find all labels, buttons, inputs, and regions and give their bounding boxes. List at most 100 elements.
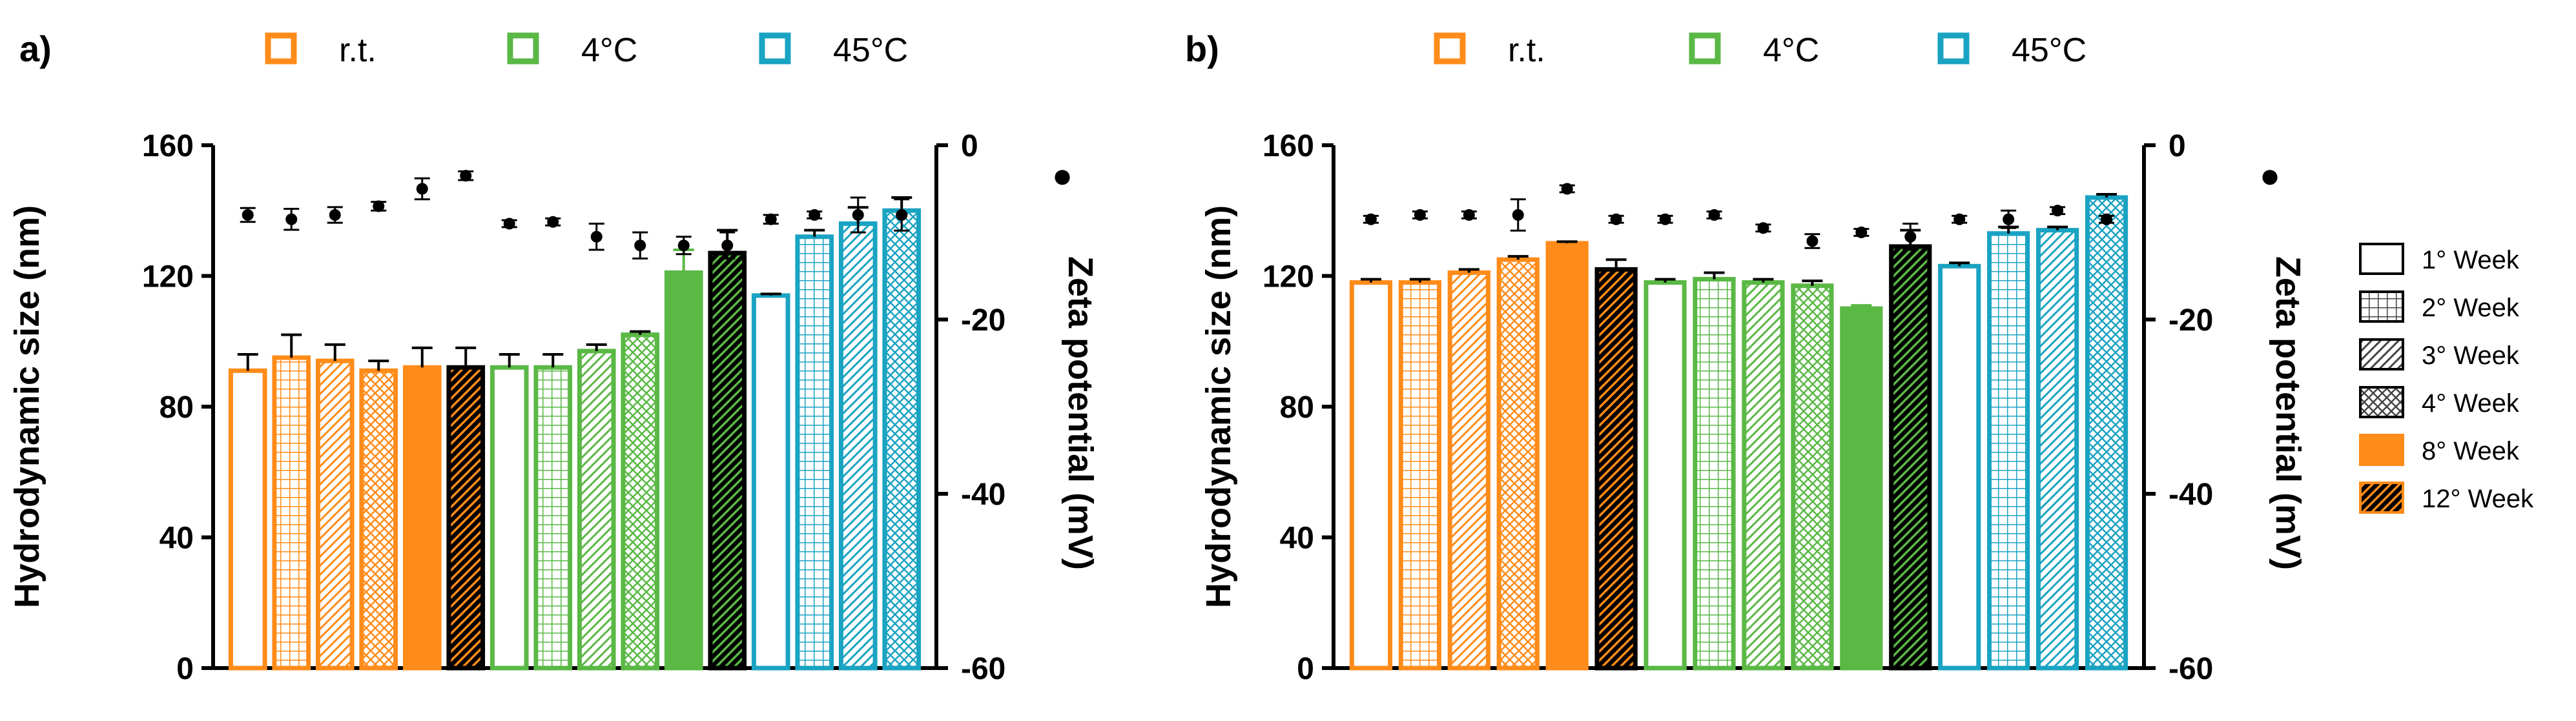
- bar: [1693, 277, 1736, 671]
- zeta-point: [2101, 213, 2113, 225]
- bar-error: [760, 292, 781, 296]
- y-tick-label: 160: [1262, 129, 1314, 163]
- y-tick-label: 0: [1297, 652, 1314, 686]
- zeta-point: [242, 209, 254, 221]
- y2-tick-label: -20: [961, 303, 1005, 338]
- legend-swatch: [1689, 32, 1721, 65]
- bar-error: [1556, 240, 1578, 243]
- bar-error: [499, 353, 520, 368]
- bar-error: [542, 353, 564, 368]
- panel-b: b) r.t. 4°C 45°C 0 40 80 120 160 0 -20 -40 -60 Hydrod…: [1185, 28, 2307, 686]
- pattern-legend: 1° Week 2° Week 3° Week 4° Week 8° Week 12° W…: [2359, 243, 2534, 514]
- bar: [664, 270, 703, 671]
- pattern-legend-label: 1° Week: [2422, 246, 2520, 274]
- bar: [1594, 267, 1638, 671]
- bar: [402, 365, 442, 671]
- pattern-legend-label: 12° Week: [2422, 485, 2534, 513]
- zeta-point: [1708, 209, 1720, 221]
- legend-label: r.t.: [1508, 32, 1545, 69]
- bar: [446, 365, 486, 671]
- bar: [795, 234, 834, 671]
- zeta-point: [373, 200, 385, 212]
- legend-label: 4°C: [1763, 32, 1819, 69]
- y2-tick-label: -40: [961, 478, 1005, 512]
- legend-swatch: [265, 32, 297, 65]
- pattern-swatch: [2359, 482, 2404, 514]
- zeta-point: [1953, 213, 1966, 225]
- bar: [2085, 195, 2128, 671]
- bar: [315, 358, 355, 671]
- zeta-point: [809, 209, 821, 221]
- zeta-point: [2003, 213, 2015, 225]
- zeta-point: [503, 218, 515, 230]
- bar-error: [1851, 304, 1872, 309]
- bar: [1496, 257, 1540, 671]
- bar: [882, 208, 922, 671]
- zeta-point: [852, 209, 864, 221]
- bar: [1889, 244, 1932, 671]
- bar-error: [455, 346, 477, 368]
- zeta-point: [1757, 222, 1769, 234]
- bar-error: [1507, 255, 1529, 260]
- bar: [1987, 231, 2030, 671]
- y2-tick-label: 0: [2169, 129, 2186, 163]
- zeta-point: [721, 239, 734, 252]
- legend-label: 4°C: [581, 32, 637, 69]
- bar-error: [1949, 261, 1970, 267]
- pattern-legend-label: 4° Week: [2422, 389, 2520, 418]
- bar-error: [411, 346, 433, 368]
- bar-error: [1360, 278, 1381, 283]
- zeta-marker-legend: ●: [2260, 156, 2281, 195]
- bar-error: [804, 228, 825, 237]
- zeta-point: [2052, 205, 2064, 217]
- zeta-point: [1561, 183, 1573, 195]
- zeta-point: [460, 170, 472, 182]
- legend-label: 45°C: [833, 32, 908, 69]
- bar-error: [1704, 271, 1725, 279]
- bar-error: [586, 343, 607, 351]
- y-tick-label: 160: [142, 129, 194, 163]
- y2-tick-label: -60: [961, 652, 1005, 686]
- zeta-point: [329, 209, 341, 221]
- bar: [708, 250, 747, 671]
- y-tick-label: 40: [1280, 522, 1314, 556]
- bar-error: [1409, 278, 1430, 283]
- y-tick-label: 120: [142, 260, 194, 294]
- bar: [577, 349, 616, 671]
- panel-label: b): [1185, 28, 1219, 69]
- y-tick-label: 120: [1262, 260, 1314, 294]
- bar: [1545, 241, 1589, 671]
- y2-tick-label: 0: [961, 129, 978, 163]
- bar: [2035, 228, 2079, 671]
- y2-axis-title: Zeta potential (mV): [2269, 256, 2307, 570]
- y-tick-label: 80: [1280, 391, 1314, 425]
- zeta-point: [547, 216, 559, 228]
- zeta-point: [765, 213, 777, 225]
- bar: [1840, 306, 1883, 671]
- bar: [359, 368, 398, 671]
- bar: [1742, 280, 1785, 671]
- bar: [1398, 280, 1442, 671]
- zeta-point: [590, 230, 603, 243]
- bar-error: [630, 330, 651, 335]
- pattern-legend-label: 3° Week: [2422, 341, 2520, 370]
- zeta-point: [634, 239, 646, 252]
- legend-swatch: [1434, 32, 1466, 65]
- zeta-point: [1512, 209, 1524, 221]
- legend-swatch: [1937, 32, 1970, 65]
- y2-tick-label: -20: [2169, 303, 2213, 338]
- zeta-point: [1855, 227, 1868, 238]
- legend-swatch: [759, 32, 791, 65]
- panel-label: a): [19, 28, 52, 69]
- y-tick-label: 80: [160, 391, 194, 425]
- bar: [838, 221, 878, 671]
- bar: [228, 368, 267, 671]
- legend-label: 45°C: [2012, 32, 2087, 69]
- bar: [751, 293, 790, 671]
- pattern-swatch: [2359, 243, 2404, 275]
- bar: [489, 365, 529, 671]
- bar-error: [1458, 268, 1479, 273]
- pattern-swatch: [2359, 338, 2404, 371]
- bar: [621, 332, 660, 671]
